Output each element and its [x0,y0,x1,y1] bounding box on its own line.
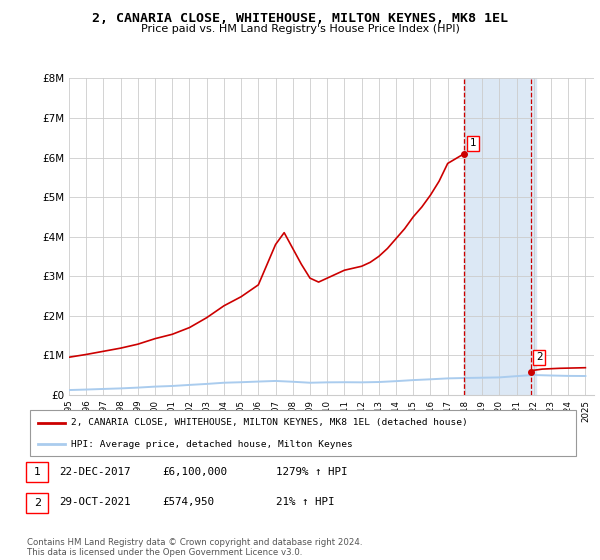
Text: 1279% ↑ HPI: 1279% ↑ HPI [276,466,347,477]
Text: £574,950: £574,950 [162,497,214,507]
Text: Contains HM Land Registry data © Crown copyright and database right 2024.
This d: Contains HM Land Registry data © Crown c… [27,538,362,557]
Text: 2: 2 [536,352,542,362]
Text: HPI: Average price, detached house, Milton Keynes: HPI: Average price, detached house, Milt… [71,440,353,449]
Text: 22-DEC-2017: 22-DEC-2017 [59,466,130,477]
Text: £6,100,000: £6,100,000 [162,466,227,477]
Text: 2: 2 [34,498,41,508]
Text: 2, CANARIA CLOSE, WHITEHOUSE, MILTON KEYNES, MK8 1EL (detached house): 2, CANARIA CLOSE, WHITEHOUSE, MILTON KEY… [71,418,468,427]
Text: Price paid vs. HM Land Registry's House Price Index (HPI): Price paid vs. HM Land Registry's House … [140,24,460,34]
Text: 1: 1 [470,138,476,148]
FancyBboxPatch shape [30,410,576,456]
Bar [464,78,536,395]
Text: 1: 1 [34,467,41,477]
Text: 21% ↑ HPI: 21% ↑ HPI [276,497,335,507]
Text: 2, CANARIA CLOSE, WHITEHOUSE, MILTON KEYNES, MK8 1EL: 2, CANARIA CLOSE, WHITEHOUSE, MILTON KEY… [92,12,508,25]
Text: 29-OCT-2021: 29-OCT-2021 [59,497,130,507]
